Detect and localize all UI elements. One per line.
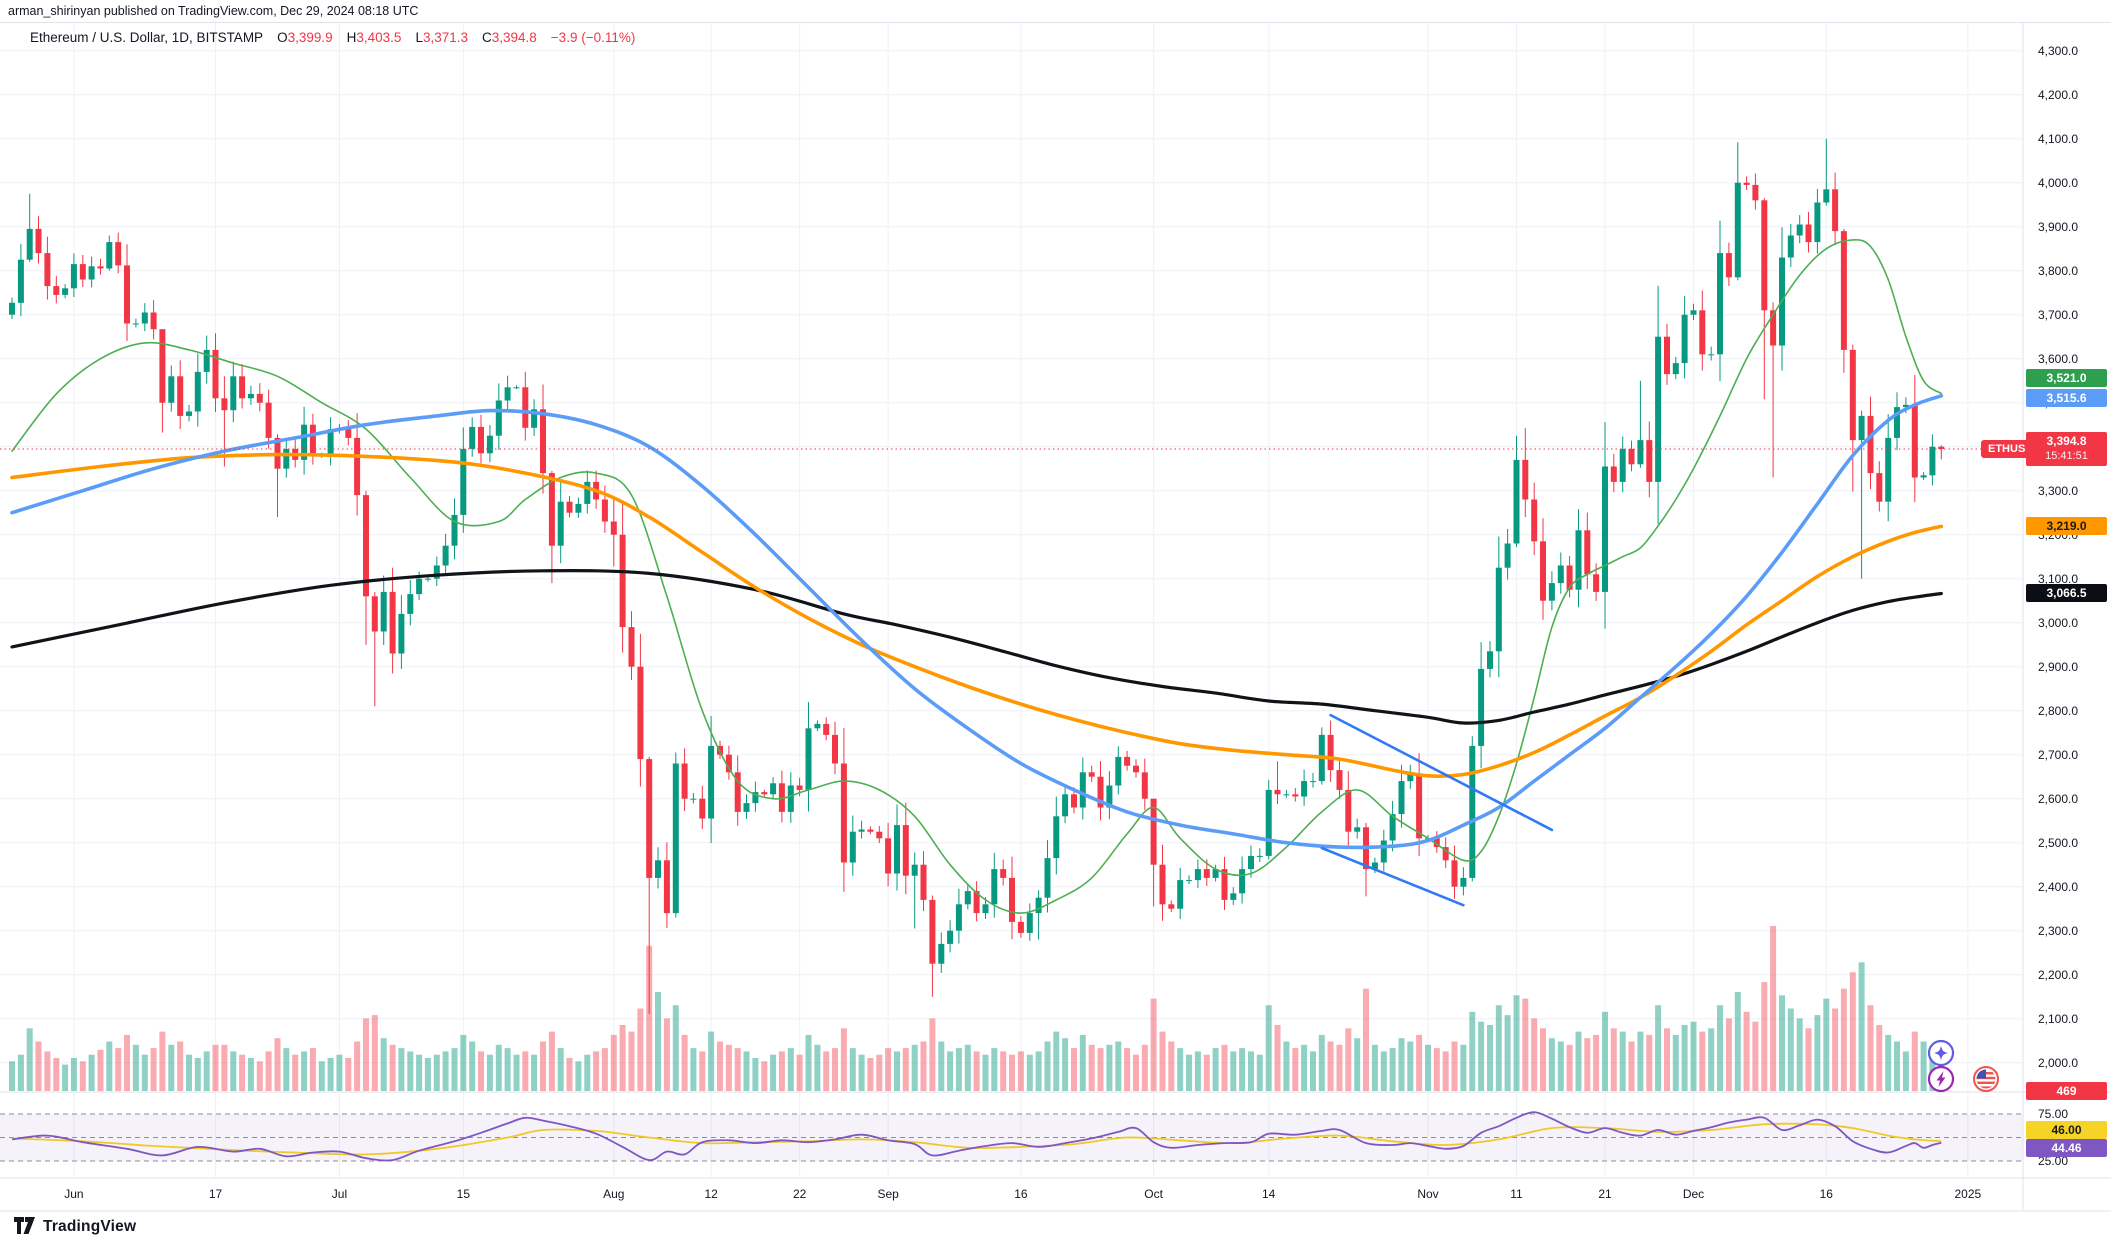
time-tick-label: 21 xyxy=(1598,1187,1612,1201)
tradingview-wordmark: TradingView xyxy=(43,1217,137,1235)
ma-orange-value-badge: 3,219.0 xyxy=(2026,517,2107,535)
time-tick-label: Oct xyxy=(1144,1187,1163,1201)
tradingview-attribution[interactable]: TradingView xyxy=(14,1217,136,1236)
change-value: −3.9 (−0.11%) xyxy=(550,30,636,45)
price-tick-label: 3,100.0 xyxy=(2038,571,2079,586)
time-tick-label: 2025 xyxy=(1954,1187,1982,1201)
time-tick-label: 11 xyxy=(1510,1187,1523,1201)
last-price-value: 3,394.8 xyxy=(2046,434,2087,448)
price-tick-label: 2,600.0 xyxy=(2038,791,2079,806)
ohlc-close: C3,394.8 xyxy=(482,30,537,45)
ma-line-black_longest[interactable] xyxy=(10,569,1943,725)
candlestick-series[interactable] xyxy=(9,138,1945,1014)
price-tick-label: 4,200.0 xyxy=(2038,87,2079,102)
price-tick-label: 2,900.0 xyxy=(2038,659,2079,674)
rsi-ma-value-badge: 46.00 xyxy=(2026,1121,2107,1139)
time-tick-label: Sep xyxy=(877,1187,899,1201)
rsi-band xyxy=(0,1113,2023,1162)
symbol-legend: Ethereum / U.S. Dollar, 1D, BITSTAMP O3,… xyxy=(30,30,635,45)
price-tick-label: 4,000.0 xyxy=(2038,175,2079,190)
volume-series[interactable] xyxy=(9,926,1945,1092)
time-tick-label: Jun xyxy=(64,1187,84,1201)
volume-value-badge: 469 xyxy=(2026,1082,2107,1100)
time-tick-label: Aug xyxy=(603,1187,625,1201)
ma-line-blue_mid[interactable] xyxy=(10,394,1944,850)
trendline-1[interactable] xyxy=(1329,713,1554,832)
ohlc-open: O3,399.9 xyxy=(277,30,333,45)
price-tick-label: 4,100.0 xyxy=(2038,131,2079,146)
sparkle-marker-icon[interactable] xyxy=(1927,1039,1955,1072)
us-flag-marker-icon[interactable] xyxy=(1972,1065,2000,1098)
ma-blue-value-badge: 3,515.6 xyxy=(2026,389,2107,407)
price-tick-label: 3,000.0 xyxy=(2038,615,2079,630)
price-tick-label: 2,400.0 xyxy=(2038,879,2079,894)
time-tick-label: 22 xyxy=(792,1187,807,1201)
symbol-price-pill: ETHUSD xyxy=(1981,440,2041,458)
price-tick-label: 2,200.0 xyxy=(2038,967,2079,982)
price-tick-label: 3,700.0 xyxy=(2038,307,2079,322)
time-tick-label: Nov xyxy=(1417,1187,1439,1201)
price-tick-label: 4,300.0 xyxy=(2038,43,2079,58)
rsi-tick-label: 25.00 xyxy=(2038,1154,2069,1168)
time-tick-label: 15 xyxy=(456,1187,471,1201)
rsi-tick-label: 75.00 xyxy=(2038,1107,2069,1121)
rsi-line[interactable] xyxy=(11,1111,1942,1162)
price-tick-label: 3,300.0 xyxy=(2038,483,2079,498)
time-tick-label: Dec xyxy=(1682,1187,1705,1201)
bar-countdown: 15:41:51 xyxy=(2045,450,2088,462)
time-tick-label: 16 xyxy=(1014,1187,1028,1201)
ma-green-value-badge: 3,521.0 xyxy=(2026,369,2107,387)
rsi-value-badge: 44.46 xyxy=(2026,1139,2107,1157)
ohlc-low: L3,371.3 xyxy=(415,30,468,45)
price-tick-label: 2,300.0 xyxy=(2038,923,2079,938)
price-tick-label: 3,900.0 xyxy=(2038,219,2079,234)
time-tick-label: 16 xyxy=(1819,1187,1833,1201)
ma-line-orange_long[interactable] xyxy=(10,452,1944,778)
ohlc-high: H3,403.5 xyxy=(346,30,402,45)
price-tick-label: 2,500.0 xyxy=(2038,835,2079,850)
trendline-2[interactable] xyxy=(1320,846,1465,907)
price-tick-label: 3,800.0 xyxy=(2038,263,2079,278)
tradingview-logo-icon xyxy=(14,1217,35,1234)
time-tick-label: Jul xyxy=(331,1187,348,1201)
symbol-title[interactable]: Ethereum / U.S. Dollar, 1D, BITSTAMP xyxy=(30,30,264,45)
last-price-badge: 3,394.8 15:41:51 xyxy=(2026,432,2107,466)
price-tick-label: 2,100.0 xyxy=(2038,1011,2079,1026)
header-divider xyxy=(0,22,2111,23)
pane-dividers xyxy=(0,22,2111,1212)
time-tick-label: 14 xyxy=(1262,1187,1276,1201)
price-tick-label: 2,800.0 xyxy=(2038,703,2079,718)
price-tick-label: 3,600.0 xyxy=(2038,351,2079,366)
publish-header: arman_shirinyan published on TradingView… xyxy=(8,4,419,18)
price-tick-label: 2,000.0 xyxy=(2038,1055,2079,1070)
ma-line-green_short[interactable] xyxy=(11,238,1943,914)
grid-lines xyxy=(0,23,2023,1178)
time-tick-label: 17 xyxy=(208,1187,223,1201)
lightning-marker-icon[interactable] xyxy=(1927,1065,1955,1098)
price-tick-label: 2,700.0 xyxy=(2038,747,2079,762)
time-tick-label: 12 xyxy=(704,1187,718,1201)
ma-black-value-badge: 3,066.5 xyxy=(2026,584,2107,602)
